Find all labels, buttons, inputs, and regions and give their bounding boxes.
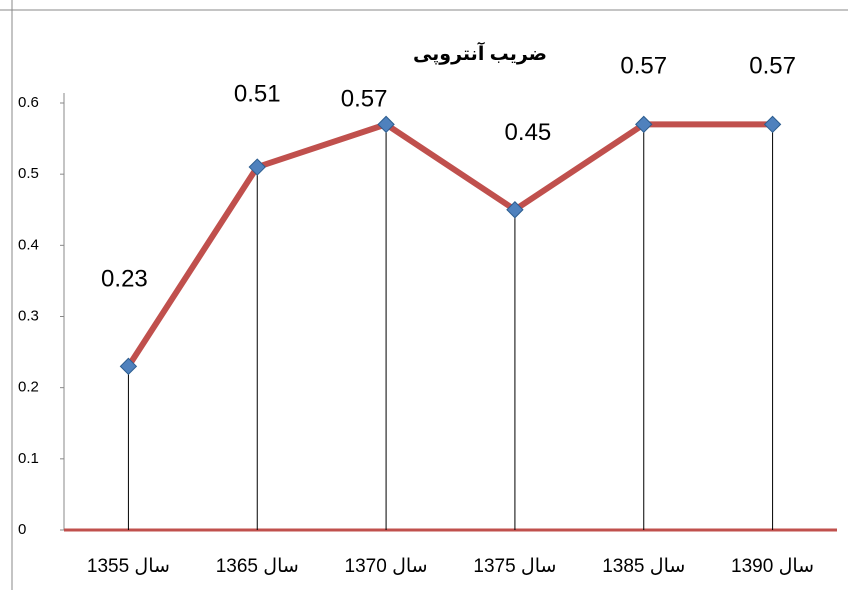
data-label: 0.23 xyxy=(101,266,148,293)
y-tick-label: 0.1 xyxy=(18,450,39,467)
x-tick-label: سال 1390 xyxy=(731,556,814,577)
data-label: 0.45 xyxy=(505,119,552,146)
x-tick-label: سال 1365 xyxy=(216,556,299,577)
data-label: 0.57 xyxy=(620,53,667,80)
marker xyxy=(377,115,395,134)
chart-title: ضریب آنتروپی xyxy=(413,41,547,65)
x-tick-label: سال 1355 xyxy=(87,556,170,577)
series-line xyxy=(125,121,773,368)
data-label: 0.57 xyxy=(341,86,388,113)
x-tick-label: سال 1385 xyxy=(602,556,685,577)
marker xyxy=(248,158,266,176)
marker xyxy=(635,115,653,134)
marker xyxy=(763,115,782,134)
y-tick-label: 0.5 xyxy=(18,165,39,182)
y-tick-label: 0 xyxy=(18,521,26,538)
x-tick-label: سال 1370 xyxy=(345,556,428,577)
marker xyxy=(506,201,524,219)
data-label: 0.51 xyxy=(234,80,281,107)
data-label: 0.57 xyxy=(749,53,796,80)
y-tick-label: 0.2 xyxy=(18,379,39,396)
marker xyxy=(119,357,138,376)
y-tick-label: 0.4 xyxy=(18,236,39,253)
x-tick-label: سال 1375 xyxy=(473,556,556,577)
y-tick-label: 0.6 xyxy=(18,94,39,111)
y-tick-label: 0.3 xyxy=(18,307,39,324)
